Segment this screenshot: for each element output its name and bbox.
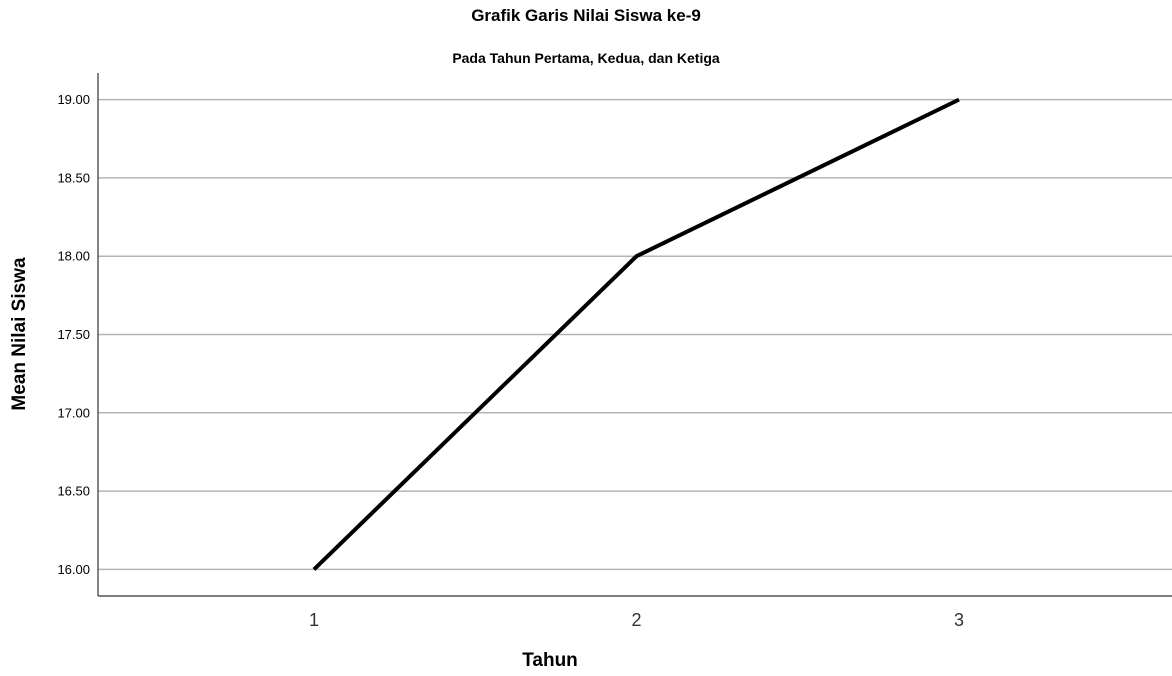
- gridlines: [98, 98, 1172, 571]
- y-tick-label: 16.50: [57, 484, 90, 499]
- y-tick-label: 17.00: [57, 405, 90, 420]
- y-tick-label: 17.50: [57, 327, 90, 342]
- y-tick-label: 18.50: [57, 170, 90, 185]
- x-tick-label: 2: [631, 610, 641, 630]
- x-tick-label: 3: [954, 610, 964, 630]
- series-lines: [312, 97, 960, 571]
- chart-title: Grafik Garis Nilai Siswa ke-9: [471, 6, 701, 25]
- x-tick-labels: 1 2 3: [309, 610, 964, 630]
- chart-subtitle: Pada Tahun Pertama, Kedua, dan Ketiga: [452, 50, 720, 66]
- y-tick-label: 19.00: [57, 92, 90, 107]
- y-tick-label: 18.00: [57, 249, 90, 264]
- y-tick-label: 16.00: [57, 562, 90, 577]
- x-axis-label: Tahun: [522, 650, 578, 671]
- x-tick-label: 1: [309, 610, 319, 630]
- y-tick-labels: 16.00 16.50 17.00 17.50 18.00 18.50 19.00: [57, 92, 90, 577]
- series-line: [312, 97, 960, 571]
